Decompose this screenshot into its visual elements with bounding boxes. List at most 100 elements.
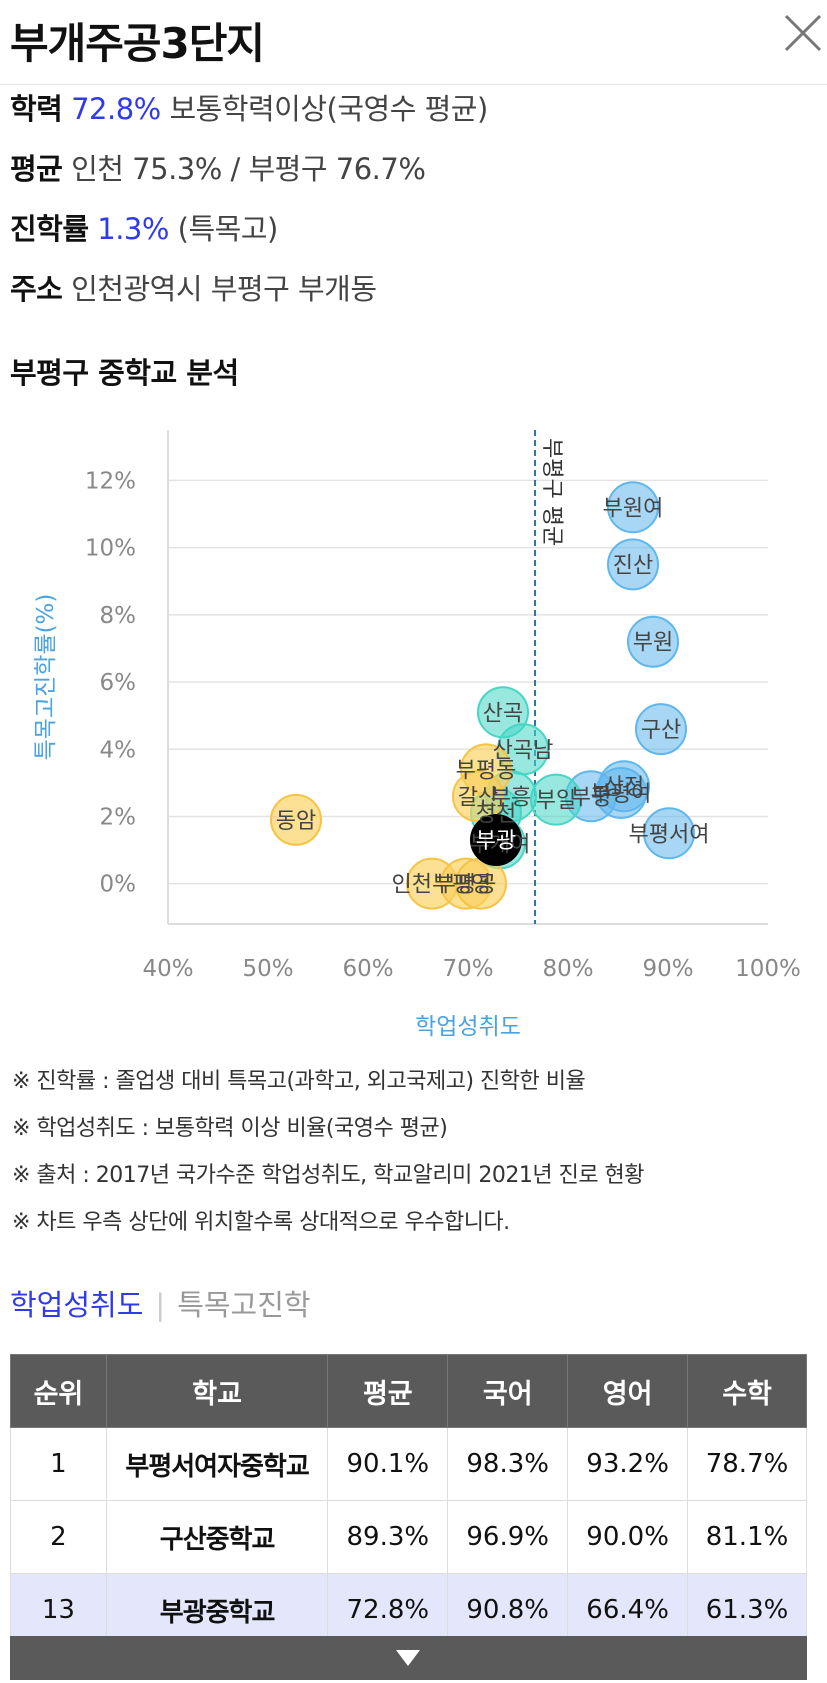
data-point-label: 구산 bbox=[641, 718, 681, 743]
col-header-rank: 순위 bbox=[10, 1354, 107, 1428]
y-tick-label: 4% bbox=[100, 737, 137, 763]
cell-rank: 2 bbox=[10, 1500, 107, 1574]
cell-math: 81.1% bbox=[687, 1500, 807, 1574]
x-tick-label: 100% bbox=[735, 956, 801, 982]
note-line: ※ 학업성취도 : 보통학력 이상 비율(국영수 평균) bbox=[12, 1116, 448, 1141]
data-point bbox=[643, 807, 695, 860]
info-addr-label: 주소 bbox=[10, 272, 63, 306]
cell-korean: 98.3% bbox=[447, 1427, 569, 1501]
y-tick-label: 10% bbox=[85, 536, 136, 562]
data-point bbox=[470, 813, 522, 866]
y-tick-label: 0% bbox=[100, 872, 137, 898]
x-tick-label: 50% bbox=[242, 956, 293, 982]
expand-button[interactable] bbox=[10, 1636, 807, 1680]
notes: ※ 진학률 : 졸업생 대비 특목고(과학고, 외고국제고) 진학한 비율 ※ … bbox=[12, 1064, 645, 1252]
info-edu-desc: 보통학력이상(국영수 평균) bbox=[169, 92, 488, 126]
x-axis-title: 학업성취도 bbox=[415, 1014, 521, 1040]
cell-english: 93.2% bbox=[567, 1427, 689, 1501]
data-point-label: 부원여 bbox=[603, 496, 664, 521]
y-axis-title: 특목고진학률(%) bbox=[33, 594, 59, 761]
data-point-label: 동암 bbox=[276, 809, 316, 834]
data-point bbox=[627, 615, 679, 668]
y-tick-label: 6% bbox=[100, 670, 137, 696]
data-point bbox=[270, 793, 322, 846]
header: 부개주공3단지 bbox=[0, 0, 827, 85]
info-rate: 진학률 1.3% (특목고) bbox=[10, 206, 278, 248]
data-point-label: 갈산 bbox=[458, 785, 498, 810]
page-title: 부개주공3단지 bbox=[10, 19, 265, 68]
info-rate-value: 1.3% bbox=[97, 212, 169, 246]
data-point bbox=[607, 481, 659, 534]
tab-achievement[interactable]: 학업성취도 bbox=[10, 1288, 144, 1322]
y-tick-label: 2% bbox=[100, 804, 137, 830]
data-point bbox=[598, 760, 650, 813]
data-point bbox=[635, 703, 687, 756]
info-rate-desc: (특목고) bbox=[177, 212, 279, 246]
note-line: ※ 차트 우측 상단에 위치할수록 상대적으로 우수합니다. bbox=[12, 1210, 510, 1235]
col-header-korean: 국어 bbox=[447, 1354, 569, 1428]
data-point-label: 인천부평 bbox=[392, 873, 473, 898]
data-point-label: 부광 bbox=[476, 829, 516, 854]
data-point-label: 부평동 bbox=[456, 758, 517, 783]
note-line: ※ 출처 : 2017년 국가수준 학업성취도, 학교알리미 2021년 진로 … bbox=[12, 1163, 645, 1188]
data-point-label: 산곡남 bbox=[493, 738, 554, 763]
cell-school: 부광중학교 bbox=[105, 1573, 329, 1647]
cell-korean: 96.9% bbox=[447, 1500, 569, 1574]
data-point-label: 산곡 bbox=[483, 701, 523, 726]
info-avg: 평균 인천 75.3% / 부평구 76.7% bbox=[10, 146, 426, 188]
data-point-label: 부평서여 bbox=[629, 822, 710, 847]
info-avg-label: 평균 bbox=[10, 152, 63, 186]
data-point-label: 진산 bbox=[613, 553, 653, 578]
close-icon bbox=[784, 14, 822, 52]
cell-rank: 13 bbox=[10, 1573, 107, 1647]
info-avg-value: 인천 75.3% / 부평구 76.7% bbox=[71, 152, 426, 186]
x-tick-label: 90% bbox=[642, 956, 693, 982]
data-point-label: 부원 bbox=[633, 631, 673, 656]
note-line: ※ 진학률 : 졸업생 대비 특목고(과학고, 외고국제고) 진학한 비율 bbox=[12, 1069, 586, 1094]
table-header-row: 순위 학교 평균 국어 영어 수학 bbox=[10, 1354, 807, 1428]
data-point-label: 부평공 bbox=[436, 873, 497, 898]
col-header-average: 평균 bbox=[327, 1354, 449, 1428]
cell-average: 90.1% bbox=[327, 1427, 449, 1501]
table-row[interactable]: 1 부평서여자중학교 90.1% 98.3% 93.2% 78.7% bbox=[10, 1427, 807, 1501]
data-point-label: 부일 bbox=[536, 789, 576, 814]
ranking-table: 순위 학교 평균 국어 영어 수학 1 부평서여자중학교 90.1% 98.3%… bbox=[10, 1354, 807, 1647]
x-tick-label: 60% bbox=[342, 956, 393, 982]
cell-korean: 90.8% bbox=[447, 1573, 569, 1647]
y-tick-label: 8% bbox=[100, 603, 137, 629]
data-point-label: 영 bbox=[471, 873, 491, 898]
cell-math: 78.7% bbox=[687, 1427, 807, 1501]
chevron-down-icon bbox=[396, 1650, 420, 1666]
info-edu-value: 72.8% bbox=[71, 92, 161, 126]
cell-school: 구산중학교 bbox=[105, 1500, 329, 1574]
cell-rank: 1 bbox=[10, 1427, 107, 1501]
table-row[interactable]: 2 구산중학교 89.3% 96.9% 90.0% 81.1% bbox=[10, 1500, 807, 1574]
col-header-school: 학교 bbox=[105, 1354, 329, 1428]
tab-separator: | bbox=[155, 1288, 166, 1322]
close-button[interactable] bbox=[780, 10, 826, 56]
scatter-chart: 0% 2% 4% 6% 8% 10% 12% 40% 50% 60% 70% 80% 90% 100% 학업… bbox=[33, 430, 801, 1040]
data-point-label: 부평 bbox=[571, 785, 611, 810]
tab-special-high[interactable]: 특목고진학 bbox=[177, 1288, 311, 1322]
reference-line-label: 부평구 평균 bbox=[539, 438, 564, 546]
cell-english: 90.0% bbox=[567, 1500, 689, 1574]
info-rate-label: 진학률 bbox=[10, 212, 89, 246]
tab-bar: 학업성취도 | 특목고진학 bbox=[10, 1282, 311, 1324]
data-point-label: 부평여 bbox=[591, 782, 652, 807]
col-header-english: 영어 bbox=[567, 1354, 689, 1428]
data-point-label: 부개여 bbox=[470, 832, 531, 857]
data-point-label: 부흥 bbox=[491, 785, 531, 810]
info-addr: 주소 인천광역시 부평구 부개동 bbox=[10, 266, 377, 308]
data-point-label: 상정 bbox=[604, 775, 644, 800]
data-point-label: 청천 bbox=[476, 802, 516, 827]
info-addr-value: 인천광역시 부평구 부개동 bbox=[71, 272, 377, 306]
x-tick-label: 70% bbox=[442, 956, 493, 982]
info-edu: 학력 72.8% 보통학력이상(국영수 평균) bbox=[10, 86, 488, 128]
x-tick-label: 80% bbox=[542, 956, 593, 982]
cell-average: 89.3% bbox=[327, 1500, 449, 1574]
data-point bbox=[530, 773, 582, 826]
col-header-math: 수학 bbox=[687, 1354, 807, 1428]
y-tick-label: 12% bbox=[85, 468, 136, 494]
info-edu-label: 학력 bbox=[10, 92, 63, 126]
cell-school: 부평서여자중학교 bbox=[105, 1427, 329, 1501]
